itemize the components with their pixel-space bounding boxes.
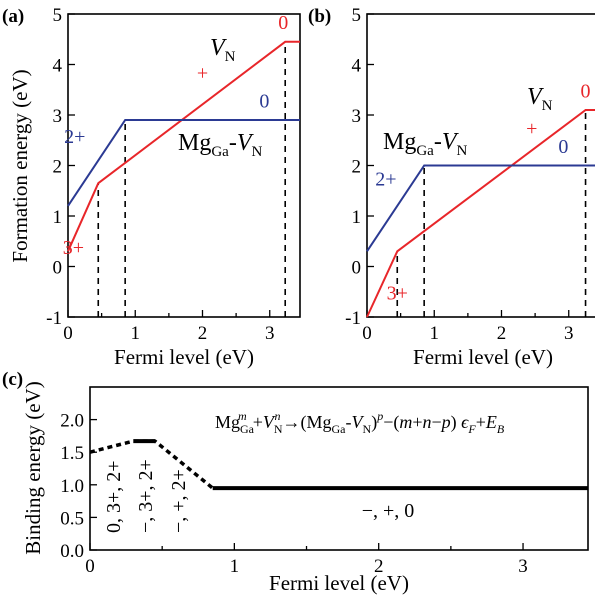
x-tick-label: 0	[362, 323, 372, 344]
charge-state-label: 0	[581, 80, 591, 102]
panel-a-charge-labels: 3+ 2+ +0 0	[63, 12, 288, 259]
x-tick-label: 2	[374, 556, 384, 577]
y-tick-label: 1.0	[60, 476, 84, 497]
y-tick-label: 5	[352, 5, 362, 26]
charge-state-label: 0	[259, 90, 269, 112]
charge-state-label: 0	[558, 136, 568, 158]
panel-b-xlabel: Fermi level (eV)	[413, 345, 553, 369]
x-tick-label: 0	[85, 556, 95, 577]
panel-a-vn-series-label: VN	[210, 35, 236, 65]
y-tick-label: 0.5	[60, 508, 84, 529]
x-tick-label: 3	[265, 323, 275, 344]
y-tick-label: 1.5	[60, 443, 84, 464]
panel-b-complex-series-label: MgGa-VN	[383, 129, 468, 159]
charge-state-label: +	[526, 118, 537, 140]
series-line	[67, 119, 300, 207]
panel-c-ylabel: Binding energy (eV)	[21, 381, 45, 554]
x-tick-label: 2	[198, 323, 208, 344]
y-tick-label: -1	[345, 308, 361, 329]
charge-state-label: 0	[278, 12, 288, 34]
panel-c-frame	[89, 386, 589, 551]
y-tick-label: 4	[352, 56, 362, 77]
panel-c-equation: MgGam +VNn →(MgGa-VN)p−(m+n−p) ϵF+EB	[215, 409, 505, 436]
panel-c: (c) 0 1 2 3 0.0 0.5 1.0 1.5 2.0 0, 3+, 2+ −, 3+, …	[2, 369, 589, 595]
y-tick-label: 5	[53, 5, 63, 26]
charge-state-label: 2+	[64, 126, 85, 148]
charge-state-label: 3+	[63, 237, 84, 259]
y-tick-label: 2	[352, 157, 362, 178]
panel-c-label: (c)	[2, 369, 23, 390]
charge-combination-label: −, 3+, 2+	[135, 459, 157, 533]
panel-b-label: (b)	[308, 6, 331, 27]
y-tick-label: 2.0	[60, 411, 84, 432]
panel-b-transition-lines	[396, 109, 587, 317]
x-tick-label: 1	[130, 323, 140, 344]
panel-b-vn-series-label: VN	[527, 84, 553, 114]
series-line	[366, 164, 595, 252]
x-tick-label: 3	[564, 323, 574, 344]
x-tick-label: 0	[63, 323, 73, 344]
panel-a-label: (a)	[2, 6, 24, 27]
charge-state-label: 3+	[387, 282, 408, 304]
panel-c-flat-label: −, +, 0	[362, 500, 415, 522]
charge-combination-label: 0, 3+, 2+	[103, 460, 125, 533]
y-tick-label: 1	[53, 207, 63, 228]
panel-c-xlabel: Fermi level (eV)	[269, 571, 409, 595]
series-line	[366, 109, 595, 318]
panel-a-xlabel: Fermi level (eV)	[114, 345, 254, 369]
x-tick-label: 1	[429, 323, 439, 344]
y-tick-label: 2	[53, 157, 63, 178]
panel-a-transition-lines	[97, 41, 287, 317]
y-tick-label: 0.0	[60, 541, 84, 562]
panel-c-ticks: 0 1 2 3 0.0 0.5 1.0 1.5 2.0	[60, 411, 528, 577]
x-tick-label: 3	[518, 556, 528, 577]
charge-state-label: 2+	[375, 169, 396, 191]
series-line	[67, 40, 300, 252]
panel-b-charge-labels: 3+ 2+ +0 0	[375, 80, 590, 304]
y-tick-label: 3	[53, 106, 63, 127]
panel-a-series	[67, 40, 300, 252]
y-tick-label: 4	[53, 56, 63, 77]
y-tick-label: 1	[352, 207, 362, 228]
y-tick-label: 0	[352, 258, 362, 279]
y-tick-label: 3	[352, 106, 362, 127]
charge-state-label: +	[197, 63, 208, 85]
panel-b-series	[366, 109, 595, 318]
panel-a-frame	[67, 13, 301, 318]
x-tick-label: 1	[230, 556, 240, 577]
y-tick-label: 0	[53, 258, 63, 279]
y-tick-label: -1	[46, 308, 62, 329]
panel-c-series	[89, 439, 588, 491]
charge-combination-label: −, +, 2+	[168, 469, 190, 533]
panel-a-complex-series-label: MgGa-VN	[178, 130, 263, 160]
panel-a-ylabel: Formation energy (eV)	[8, 69, 32, 262]
panel-c-rotated-labels: 0, 3+, 2+ −, 3+, 2+ −, +, 2+	[103, 459, 190, 533]
x-tick-label: 2	[497, 323, 507, 344]
